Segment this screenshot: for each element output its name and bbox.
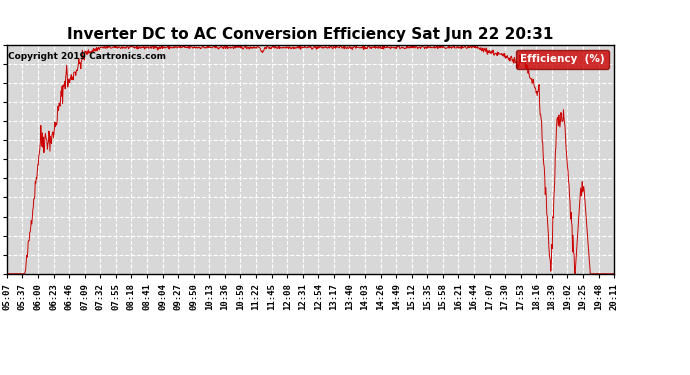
Text: Copyright 2019 Cartronics.com: Copyright 2019 Cartronics.com <box>8 52 166 61</box>
Title: Inverter DC to AC Conversion Efficiency Sat Jun 22 20:31: Inverter DC to AC Conversion Efficiency … <box>68 27 553 42</box>
Legend: Efficiency  (%): Efficiency (%) <box>516 50 609 69</box>
